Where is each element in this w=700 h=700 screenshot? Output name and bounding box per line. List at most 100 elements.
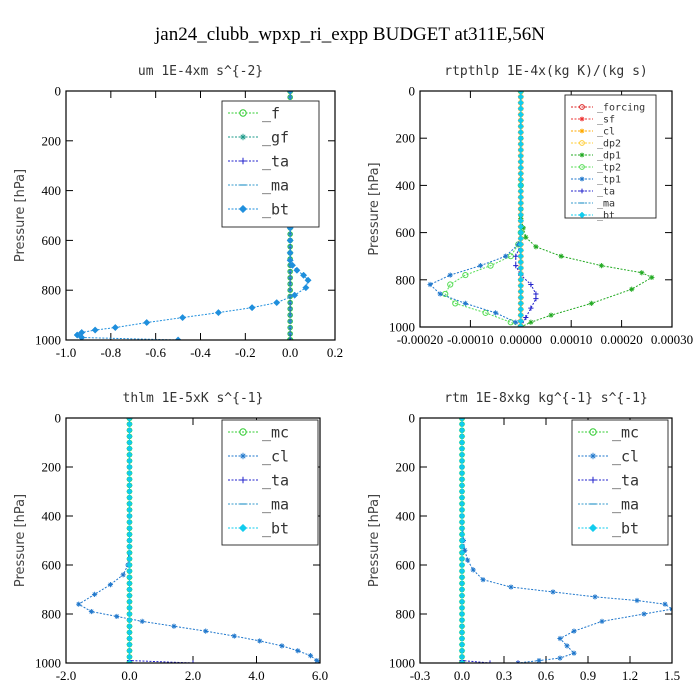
y-tick-label: 400 [396,178,416,193]
plot-frame [65,90,336,341]
data-marker [238,204,248,214]
legend-entry-mc: _mc [612,423,639,441]
data-marker [548,312,554,318]
data-marker [126,439,133,446]
y-tick-label: 0 [55,84,62,99]
legend-entry-sf: _sf [597,115,615,126]
data-marker [286,91,294,95]
legend-entry-bt: _bt [262,200,289,218]
legend: _mc _cl _ta _ma _bt [571,419,669,546]
data-marker [73,331,81,339]
data-marker [126,629,133,636]
data-marker [513,263,519,269]
data-marker [528,281,534,288]
data-marker [462,271,469,279]
data-marker [458,659,466,663]
y-tick-label: 1000 [35,333,61,348]
data-marker [579,128,585,134]
y-tick-label: 0 [55,411,62,426]
data-marker [126,573,133,581]
panel-3: thlm 1E-5xK s^{-1} Pressure [hPa] -2.0 0.0 2… [13,391,328,683]
panel-4: rtm 1E-8xkg kg^{-1} s^{-1} Pressure [hPa]… [367,391,680,683]
data-marker [589,428,597,436]
data-marker [126,653,133,661]
data-marker [482,309,489,316]
data-marker [517,105,525,112]
x-tick-label: -0.00010 [447,332,494,347]
data-marker [517,235,525,242]
data-marker [76,601,82,607]
data-marker [579,176,585,182]
y-tick-label: 1000 [389,320,415,335]
data-marker [528,319,534,325]
x-tick-label: 1.5 [664,668,680,683]
y-tick-label: 400 [42,183,62,198]
x-tick-label: -0.6 [145,345,166,360]
data-marker [190,660,196,663]
data-marker [517,129,525,136]
data-marker [517,176,525,183]
x-tick-label: -0.00020 [397,332,444,347]
y-tick-label: 0 [409,411,416,426]
legend-entry-mc: _mc [262,423,289,441]
data-marker [465,557,471,563]
data-marker [248,304,256,312]
series-line-ta [129,418,320,663]
data-marker [239,476,247,484]
legend-entry-ma: _ma [262,495,289,513]
data-marker [291,291,299,299]
data-marker [517,164,525,171]
y-axis-label: Pressure [hPa] [13,494,28,587]
y-tick-label: 800 [396,272,416,287]
data-marker [649,274,655,281]
data-marker [641,611,647,617]
data-marker [288,261,296,269]
data-marker [517,111,525,118]
data-marker [517,93,525,101]
panel-title: rtm 1E-8xkg kg^{-1} s^{-1} [444,391,648,406]
legend: _f _gf _ta _ma _bt [221,100,320,228]
data-marker [126,647,133,655]
data-marker [462,300,468,306]
figure-title: jan24_clubb_wpxp_ri_expp BUDGET at311E,5… [154,24,545,45]
data-marker [634,597,640,604]
legend-box [221,100,320,228]
data-marker [458,518,466,526]
legend-entry-bt: _bt [597,211,615,222]
data-marker [239,157,247,165]
data-marker [517,140,525,148]
data-marker [458,598,466,606]
data-marker [517,152,525,160]
data-marker [557,635,563,642]
data-marker [592,594,598,600]
data-marker [437,291,443,297]
data-marker [458,561,466,569]
data-marker [126,610,133,618]
data-marker [111,323,119,332]
data-marker [517,294,525,301]
legend-entry-ta: _ta [597,187,615,198]
data-marker [126,433,133,440]
x-tick-label: 0.00010 [550,332,592,347]
data-marker [126,537,133,544]
data-marker [533,296,539,302]
data-marker [458,494,466,501]
data-marker [558,253,564,259]
data-marker [470,567,476,573]
data-marker [126,555,133,563]
plot-frame [65,417,321,664]
data-marker [458,445,466,452]
data-marker [517,170,525,177]
data-marker [458,647,466,655]
data-marker [523,234,529,240]
data-marker [120,572,126,578]
data-marker [286,256,294,264]
plot-frame [419,90,673,328]
data-marker [477,263,484,269]
y-tick-label: 200 [42,460,62,475]
x-tick-label: 0.0 [454,668,470,683]
x-tick-label: 2.0 [185,668,201,683]
data-marker [517,146,525,154]
data-marker [126,475,133,483]
data-marker [179,314,187,322]
